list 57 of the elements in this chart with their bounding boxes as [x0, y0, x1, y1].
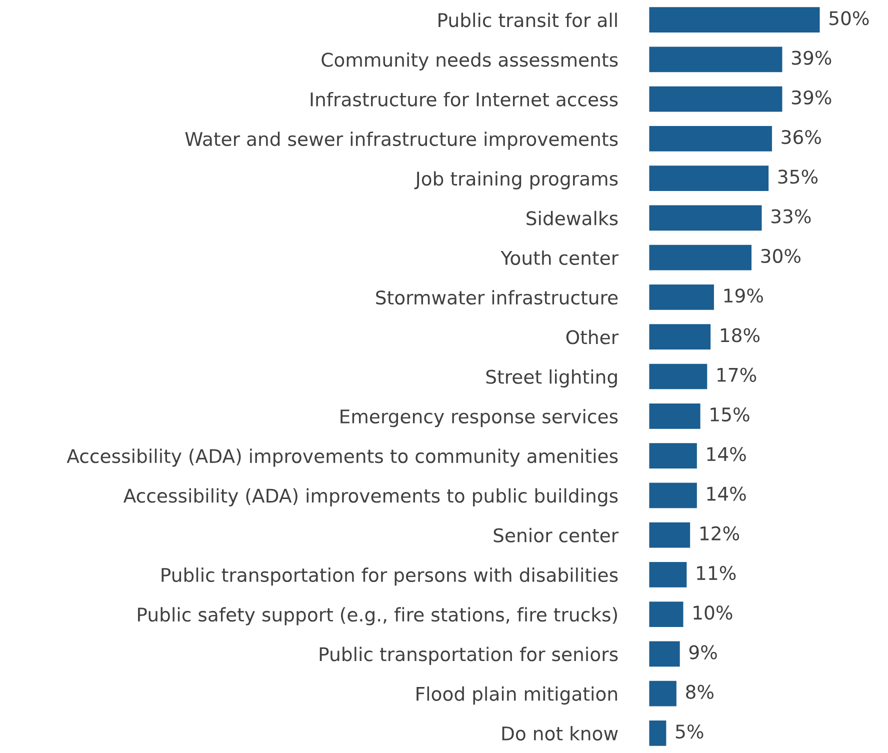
- y-tick-label: Street lighting: [486, 369, 617, 388]
- data-label: 17%: [718, 368, 756, 382]
- bar: [649, 443, 697, 468]
- bar: [649, 284, 714, 310]
- data-label: 10%: [694, 606, 732, 620]
- y-tick-label: Public transportation for seniors: [320, 646, 618, 665]
- data-label: 30%: [761, 248, 800, 264]
- data-label: 8%: [686, 684, 714, 699]
- data-label: 5%: [676, 724, 704, 739]
- bar: [649, 86, 782, 112]
- bar: [649, 244, 752, 270]
- data-label: 9%: [689, 645, 717, 660]
- y-tick-label: Flood plain mitigation: [416, 686, 617, 705]
- data-label: 19%: [724, 288, 763, 303]
- bar: [649, 680, 676, 706]
- y-tick-label: Public transit for all: [438, 12, 617, 28]
- data-label: 36%: [782, 130, 821, 144]
- y-tick-label: Community needs assessments: [322, 52, 618, 70]
- bar: [649, 522, 690, 548]
- y-tick-label: Stormwater infrastructure: [376, 290, 618, 305]
- data-label: 39%: [792, 50, 832, 65]
- y-tick-label: Accessibility (ADA) improvements to community amenities: [66, 448, 618, 467]
- bar: [649, 562, 687, 588]
- bar: [649, 166, 769, 192]
- data-label: 12%: [700, 526, 740, 540]
- bar: [649, 205, 762, 231]
- bar: [649, 7, 820, 32]
- data-label: 50%: [830, 11, 869, 26]
- bar: [649, 641, 680, 667]
- data-label: 15%: [710, 407, 750, 422]
- y-tick-label: Public safety support (e.g., fire stations, fire trucks): [138, 607, 617, 626]
- bar: [649, 720, 666, 746]
- bar: [649, 46, 782, 72]
- y-tick-label: Job training programs: [414, 171, 618, 190]
- data-label: 14%: [707, 486, 746, 501]
- bar: [649, 364, 708, 390]
- y-tick-label: Do not know: [502, 726, 618, 741]
- y-tick-label: Emergency response services: [340, 409, 618, 428]
- data-label: 14%: [707, 447, 746, 462]
- y-tick-label: Public transportation for persons with disabilities: [162, 568, 618, 586]
- bar: [649, 602, 684, 627]
- bar: [649, 482, 697, 508]
- y-tick-label: Water and sewer infrastructure improvements: [185, 132, 618, 150]
- data-label: 18%: [720, 328, 760, 342]
- y-tick-label: Senior center: [494, 528, 619, 542]
- y-tick-label: Sidewalks: [526, 210, 618, 226]
- data-label: 33%: [772, 209, 811, 224]
- bar: [649, 126, 772, 152]
- data-label: 11%: [697, 566, 736, 580]
- y-tick-label: Accessibility (ADA) improvements to public buildings: [123, 488, 618, 506]
- data-label: 35%: [778, 170, 818, 184]
- y-tick-label: Youth center: [500, 250, 619, 265]
- y-tick-label: Infrastructure for Internet access: [310, 92, 618, 106]
- bar: [649, 403, 700, 429]
- data-label: 39%: [792, 90, 832, 105]
- y-tick-label: Other: [566, 330, 619, 344]
- bar: [649, 324, 711, 350]
